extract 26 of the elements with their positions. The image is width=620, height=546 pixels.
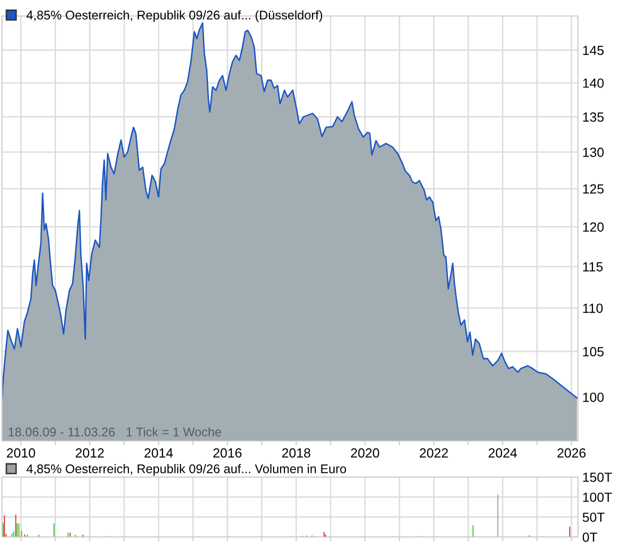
y-tick-label: 115 (583, 262, 603, 272)
x-tick-label: 2018 (282, 448, 310, 458)
y-tick-label: 50T (582, 512, 605, 522)
x-tick-label: 2012 (76, 448, 104, 458)
x-tick-label: 2024 (488, 448, 517, 458)
y-tick-label: 145 (583, 46, 604, 56)
y-tick-label: 120 (583, 222, 604, 232)
y-tick-label: 100 (583, 392, 604, 402)
legend-label: 4,85% Oesterreich, Republik 09/26 auf... (Düsseldorf) (26, 10, 322, 22)
x-tick-label: 2026 (557, 448, 586, 458)
y-tick-label: 135 (583, 112, 604, 122)
y-tick-label: 130 (583, 148, 604, 157)
y-tick-label: 105 (583, 347, 604, 356)
y-tick-label: 100T (583, 492, 612, 502)
y-tick-label: 125 (583, 184, 604, 194)
x-tick-label: 2014 (144, 448, 173, 458)
y-tick-label: 140 (583, 78, 604, 88)
y-tick-label: 0T (582, 532, 598, 542)
y-tick-label: 110 (583, 304, 603, 313)
y-tick-label: 150T (583, 472, 612, 482)
x-tick-label: 2020 (351, 448, 380, 458)
legend-label: 4,85% Oesterreich, Republik 09/26 auf... Volumen in Euro (26, 464, 346, 476)
x-tick-label: 2010 (6, 448, 36, 458)
x-tick-label: 2016 (213, 448, 242, 458)
annotation: 18.06.09 - 11.03.26 1 Tick = 1 Woche (8, 427, 222, 436)
x-tick-label: 2022 (420, 448, 448, 458)
